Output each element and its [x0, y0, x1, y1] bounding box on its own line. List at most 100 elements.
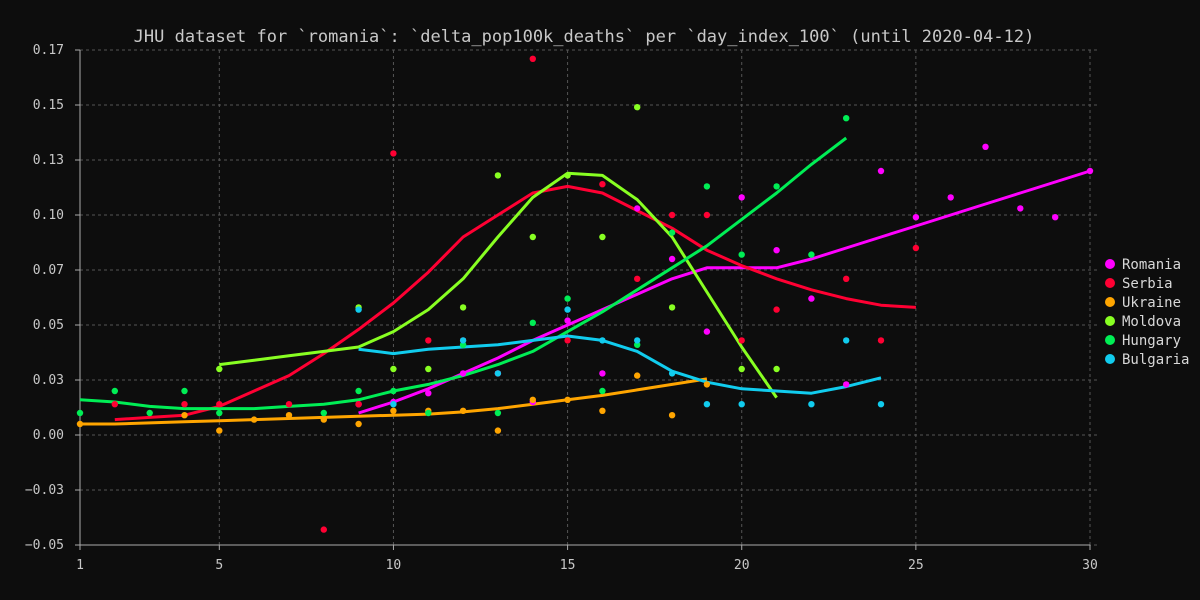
data-point-bulgaria	[668, 370, 676, 377]
data-point-romania	[459, 370, 467, 377]
data-point-moldova	[634, 104, 641, 111]
data-point-romania	[634, 205, 641, 212]
data-point-serbia	[529, 55, 536, 62]
data-points	[76, 55, 1094, 533]
data-point-ukraine	[181, 412, 188, 419]
x-tick-label: 15	[560, 558, 576, 573]
data-point-ukraine	[216, 427, 223, 434]
data-point-hungary	[146, 409, 153, 417]
y-tick-label: 0.03	[33, 373, 64, 388]
data-point-hungary	[76, 409, 84, 417]
data-point-romania	[599, 370, 606, 377]
data-point-bulgaria	[564, 306, 571, 313]
data-point-moldova	[738, 365, 745, 373]
data-point-ukraine	[355, 420, 362, 428]
data-point-serbia	[111, 401, 119, 408]
data-point-moldova	[390, 365, 397, 373]
y-tick-label: 0.17	[33, 43, 64, 58]
legend-label-serbia: Serbia	[1122, 276, 1173, 292]
data-point-bulgaria	[843, 337, 850, 344]
data-point-ukraine	[529, 396, 536, 403]
y-tick-label: −0.05	[25, 538, 64, 553]
legend-label-romania: Romania	[1122, 257, 1181, 273]
data-point-ukraine	[250, 416, 258, 423]
data-point-hungary	[494, 409, 502, 417]
data-point-hungary	[529, 319, 536, 326]
data-point-hungary	[773, 183, 780, 190]
data-point-ukraine	[703, 381, 711, 388]
y-tick-label: 0.13	[33, 153, 64, 168]
legend-label-moldova: Moldova	[1122, 314, 1181, 330]
data-point-romania	[947, 194, 954, 201]
data-point-bulgaria	[877, 401, 885, 408]
data-point-romania	[425, 390, 432, 397]
data-point-serbia	[843, 275, 850, 282]
legend-marker-hungary	[1105, 335, 1115, 345]
data-point-serbia	[738, 337, 745, 344]
x-tick-label: 10	[386, 558, 402, 573]
axes: −0.05 −0.03 0.00 0.03 0.05 0.07 0.10 0.13 0.15 0.…	[25, 43, 1098, 573]
trend-line-moldova	[219, 171, 778, 399]
data-point-romania	[738, 194, 745, 201]
data-point-moldova	[494, 172, 502, 179]
data-point-moldova	[425, 365, 432, 373]
data-point-romania	[564, 317, 571, 324]
data-point-bulgaria	[390, 401, 397, 408]
data-point-romania	[773, 247, 780, 254]
data-point-serbia	[703, 211, 711, 219]
x-tick-label: 1	[76, 558, 84, 573]
legend-marker-romania	[1105, 259, 1115, 269]
data-point-moldova	[564, 172, 571, 179]
data-point-bulgaria	[599, 337, 606, 344]
data-point-serbia	[634, 275, 641, 282]
data-point-romania	[668, 255, 676, 263]
trend-line-ukraine	[80, 377, 708, 426]
data-point-ukraine	[494, 427, 502, 434]
data-point-hungary	[808, 251, 815, 258]
x-tick-label: 25	[908, 558, 924, 573]
data-point-serbia	[320, 526, 327, 533]
legend: Romania Serbia Ukraine Moldova Hungary Bulgar…	[1105, 257, 1189, 368]
data-point-hungary	[564, 295, 571, 302]
y-tick-label: 0.00	[33, 428, 64, 443]
data-point-ukraine	[390, 407, 397, 414]
legend-label-bulgaria: Bulgaria	[1122, 352, 1189, 368]
data-point-ukraine	[599, 407, 606, 414]
data-point-moldova	[773, 365, 780, 373]
data-point-romania	[982, 143, 989, 150]
grid	[79, 49, 1098, 546]
data-point-hungary	[181, 387, 188, 395]
data-point-romania	[912, 214, 920, 221]
data-point-ukraine	[320, 416, 327, 423]
data-point-serbia	[285, 401, 293, 408]
data-point-ukraine	[668, 412, 676, 419]
data-point-hungary	[320, 409, 327, 417]
data-point-hungary	[216, 409, 223, 417]
y-tick-label: 0.07	[33, 263, 64, 278]
data-point-ukraine	[564, 396, 571, 403]
data-point-hungary	[738, 251, 745, 258]
data-point-serbia	[216, 401, 223, 408]
y-tick-label: −0.03	[25, 483, 64, 498]
data-point-romania	[843, 381, 850, 388]
data-point-romania	[703, 328, 711, 335]
data-point-moldova	[599, 233, 606, 241]
data-point-bulgaria	[459, 337, 467, 344]
legend-marker-moldova	[1105, 316, 1115, 326]
data-point-serbia	[668, 211, 676, 219]
data-point-hungary	[355, 387, 362, 395]
data-point-romania	[808, 295, 815, 302]
x-tick-label: 30	[1082, 558, 1098, 573]
data-point-romania	[877, 167, 885, 175]
y-tick-label: 0.10	[33, 208, 64, 223]
chart-title: JHU dataset for `romania`: `delta_pop100…	[134, 27, 1035, 47]
data-point-bulgaria	[634, 337, 641, 344]
trend-line-hungary	[79, 136, 848, 411]
legend-marker-bulgaria	[1105, 354, 1115, 364]
data-point-ukraine	[76, 420, 84, 428]
data-point-bulgaria	[703, 401, 711, 408]
data-point-ukraine	[459, 407, 467, 414]
data-point-bulgaria	[808, 401, 815, 408]
data-point-romania	[1086, 167, 1094, 175]
data-point-moldova	[459, 304, 467, 311]
